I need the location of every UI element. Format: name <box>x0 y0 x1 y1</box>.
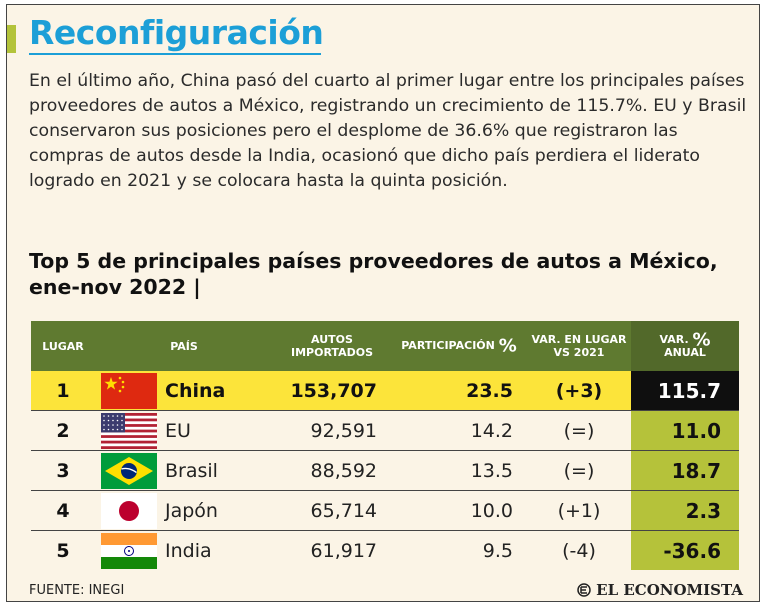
rank-cell: 5 <box>56 539 70 562</box>
brand-mark-icon <box>577 583 591 597</box>
var-lugar-cell: (-4) <box>562 539 596 562</box>
source-note: FUENTE: INEGI <box>29 583 125 598</box>
participacion-cell: 14.2 <box>391 410 527 451</box>
autos-cell: 65,714 <box>273 490 391 531</box>
col-pais-header: PAÍS <box>95 321 273 371</box>
participacion-cell: 10.0 <box>391 490 527 531</box>
col-lugar-header: LUGAR <box>31 321 95 371</box>
participacion-cell: 13.5 <box>391 450 527 491</box>
table-body: 1 China 153,707 23.5 (+3) 115.7 2 EU 92,591 14.2(… <box>31 371 739 570</box>
data-table: LUGAR PAÍS AUTOS IMPORTADOS PARTICIPACIÓN… <box>31 321 739 570</box>
intro-paragraph: En el último año, China pasó del cuarto … <box>29 71 747 191</box>
var-lugar-cell: (=) <box>527 410 631 451</box>
table-row: 3 Brasil 88,592 13.5 (=) 18.7 <box>31 450 739 491</box>
china-flag <box>95 371 161 411</box>
percent-sign: % <box>692 329 711 351</box>
page-title: Reconfiguración <box>29 13 324 52</box>
col-participacion-header: PARTICIPACIÓN % <box>391 321 527 371</box>
rank-cell: 3 <box>31 450 95 491</box>
rank-cell: 4 <box>31 490 95 531</box>
var-lugar-cell: (+1) <box>527 490 631 531</box>
title-accent-bar <box>7 25 16 53</box>
autos-cell: 153,707 <box>273 371 391 411</box>
rank-cell: 2 <box>31 410 95 451</box>
title-underline <box>29 53 321 55</box>
var-anual-cell: -36.6 <box>631 530 739 570</box>
table-title: Top 5 de principales países proveedores … <box>29 249 718 299</box>
usa-flag <box>95 410 161 451</box>
var-anual-cell: 18.7 <box>631 450 739 491</box>
infographic-card: Reconfiguración En el último año, China … <box>6 4 760 602</box>
col-var-lugar-header: VAR. EN LUGAR VS 2021 <box>527 321 631 371</box>
country-cell: China <box>161 371 273 411</box>
brazil-flag <box>95 450 161 491</box>
table-row: 5 India 61,917 9.5 (-4) -36.6 <box>31 530 739 571</box>
table-header-row: LUGAR PAÍS AUTOS IMPORTADOS PARTICIPACIÓN… <box>31 321 739 371</box>
col-var-anual-header: VAR. % ANUAL <box>631 321 739 371</box>
var-anual-cell: 2.3 <box>631 490 739 531</box>
brand-name: EL ECONOMISTA <box>596 581 743 599</box>
autos-cell: 61,917 <box>310 539 377 562</box>
rank-cell: 1 <box>31 371 95 411</box>
percent-sign: % <box>498 335 517 357</box>
autos-cell: 92,591 <box>273 410 391 451</box>
country-cell: EU <box>161 410 273 451</box>
var-lugar-cell: (+3) <box>527 371 631 411</box>
autos-cell: 88,592 <box>273 450 391 491</box>
col-autos-header: AUTOS IMPORTADOS <box>273 321 391 371</box>
india-flag <box>95 531 161 571</box>
participacion-cell: 23.5 <box>391 371 527 411</box>
table-row: 2 EU 92,591 14.2 (=) 11.0 <box>31 410 739 451</box>
participacion-cell: 9.5 <box>482 539 513 562</box>
country-cell: Japón <box>161 490 273 531</box>
table-row: 4 Japón 65,714 10.0 (+1) 2.3 <box>31 490 739 531</box>
table-row: 1 China 153,707 23.5 (+3) 115.7 <box>31 371 739 411</box>
var-anual-cell: 11.0 <box>631 410 739 451</box>
country-cell: India <box>165 539 212 562</box>
country-cell: Brasil <box>161 450 273 491</box>
japan-flag <box>95 490 161 531</box>
var-anual-cell: 115.7 <box>631 371 739 411</box>
var-lugar-cell: (=) <box>527 450 631 491</box>
brand-logo: EL ECONOMISTA <box>577 581 743 599</box>
